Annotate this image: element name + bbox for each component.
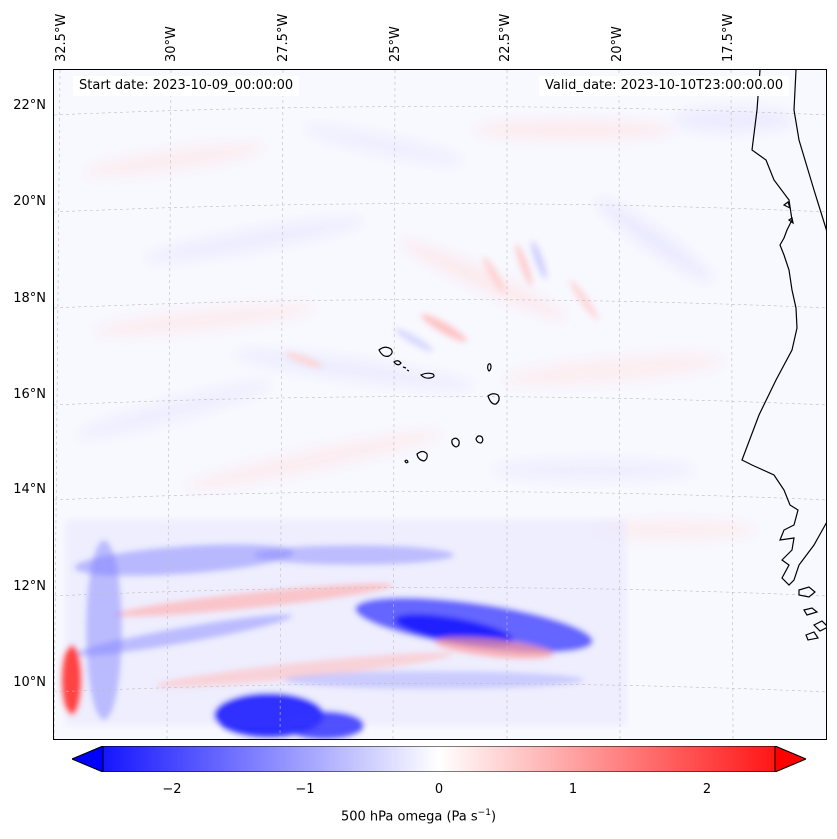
lon-tick-32.5w: 32.5°W	[54, 13, 69, 62]
colorbar	[72, 746, 806, 772]
start-date-label: Start date: 2023-10-09_00:00:00	[73, 76, 300, 96]
lat-tick-20n: 20°N	[13, 194, 46, 209]
valid-date-label: Valid_date: 2023-10-10T23:00:00.00	[539, 76, 790, 96]
lat-tick-12n: 12°N	[13, 579, 46, 594]
colorbar-tick-neg1: −1	[295, 782, 315, 797]
lat-tick-14n: 14°N	[13, 482, 46, 497]
lon-tick-30w: 30°W	[164, 26, 179, 62]
lat-tick-10n: 10°N	[13, 675, 46, 690]
cape-verde-islands	[378, 346, 500, 464]
omega-map	[53, 69, 827, 740]
colorbar-label-exponent: −1	[477, 808, 491, 818]
colorbar-tick-neg2: −2	[162, 782, 182, 797]
lon-tick-22.5w: 22.5°W	[498, 13, 513, 62]
lon-tick-20w: 20°W	[610, 26, 625, 62]
lat-tick-16n: 16°N	[13, 387, 46, 402]
lat-tick-18n: 18°N	[13, 291, 46, 306]
lat-tick-22n: 22°N	[13, 98, 46, 113]
colorbar-label-text: 500 hPa omega (Pa s	[340, 809, 478, 825]
colorbar-label-suffix: )	[490, 809, 497, 825]
map-canvas	[54, 70, 826, 739]
lon-tick-27.5w: 27.5°W	[276, 13, 291, 62]
colorbar-tick-2: 2	[702, 782, 712, 797]
lon-tick-25w: 25°W	[388, 26, 403, 62]
background-field	[77, 108, 794, 540]
african-coastline	[741, 70, 826, 641]
southern-field	[62, 520, 626, 739]
graticule	[54, 70, 826, 739]
island-striations	[285, 241, 599, 368]
lon-tick-17.5w: 17.5°W	[721, 13, 736, 62]
colorbar-label: 500 hPa omega (Pa s−1)	[0, 808, 837, 824]
colorbar-tick-1: 1	[568, 782, 578, 797]
colorbar-tick-0: 0	[434, 782, 444, 797]
